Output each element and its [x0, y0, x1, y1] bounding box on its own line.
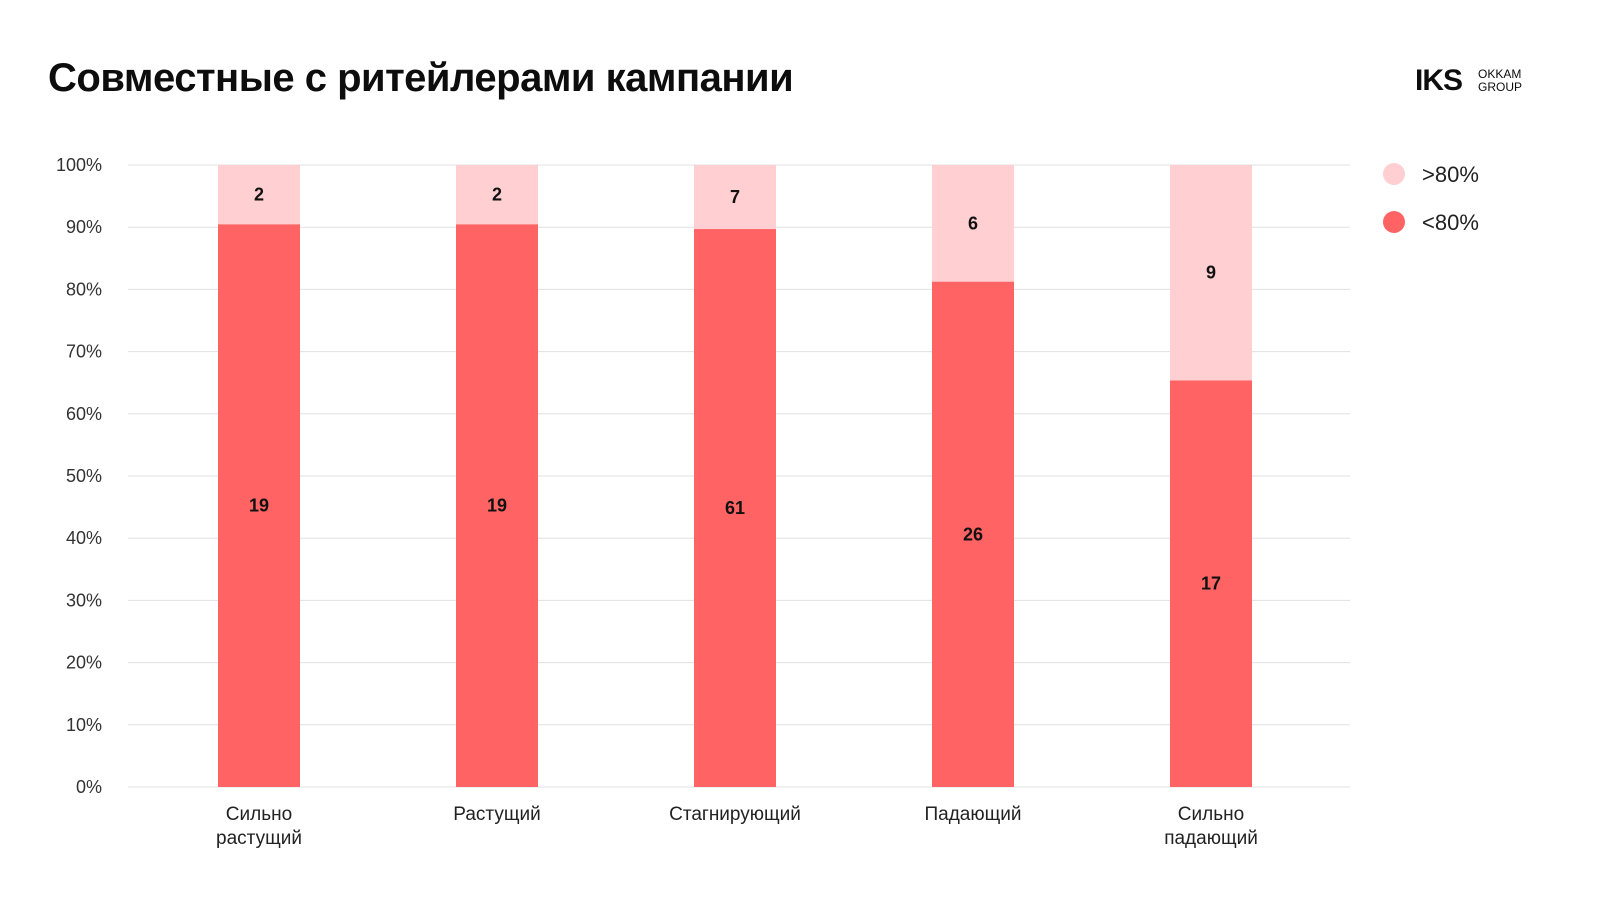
category-label: растущий	[216, 828, 302, 849]
bar-segment-below-80	[456, 224, 538, 787]
y-axis-ticks: 0% 10% 20% 30% 40% 50% 60% 70% 80% 90% 100%	[56, 155, 102, 797]
y-tick-label: 50%	[66, 466, 102, 486]
bar-segment-below-80	[932, 281, 1014, 787]
data-label-above-80: 6	[968, 213, 978, 233]
legend-swatch	[1383, 211, 1405, 233]
data-label-below-80: 61	[725, 498, 745, 518]
bar-segment-below-80	[694, 229, 776, 787]
y-tick-label: 40%	[66, 528, 102, 548]
bar-segment-above-80	[932, 165, 1014, 282]
y-tick-label: 10%	[66, 715, 102, 735]
data-label-below-80: 19	[487, 496, 507, 516]
data-label-above-80: 9	[1206, 263, 1216, 283]
y-tick-label: 60%	[66, 404, 102, 424]
category-labels: Сильно растущий Растущий Стагнирующий Падающ…	[216, 804, 1258, 849]
bar-segment-below-80	[218, 224, 300, 787]
bars	[218, 165, 1252, 787]
bar-segment-above-80	[218, 165, 300, 225]
data-label-below-80: 19	[249, 496, 269, 516]
y-tick-label: 100%	[56, 155, 102, 175]
y-tick-label: 30%	[66, 590, 102, 610]
logo-line-1: OKKAM	[1478, 67, 1522, 81]
page-title: Совместные с ритейлерами кампании	[48, 56, 794, 100]
category-label: Растущий	[453, 804, 540, 825]
category-label: Сильно	[226, 804, 292, 825]
y-tick-label: 90%	[66, 217, 102, 237]
logo-mark: IKS	[1415, 64, 1463, 97]
logo-subtitle: OKKAM GROUP	[1478, 68, 1522, 94]
legend-label: >80%	[1422, 162, 1479, 187]
legend-swatch	[1383, 163, 1405, 185]
y-tick-label: 80%	[66, 279, 102, 299]
data-label-below-80: 26	[963, 524, 983, 544]
category-label: падающий	[1164, 828, 1258, 849]
category-label: Падающий	[925, 804, 1022, 825]
bar-segment-above-80	[1170, 165, 1252, 381]
bar-segment-below-80	[1170, 380, 1252, 787]
bar-segment-above-80	[456, 165, 538, 225]
data-label-above-80: 2	[254, 185, 264, 205]
data-label-above-80: 7	[730, 187, 740, 207]
iks-okkam-logo: IKS OKKAM GROUP	[1415, 66, 1522, 96]
y-tick-label: 0%	[76, 777, 102, 797]
legend-label: <80%	[1422, 210, 1479, 235]
bar-segment-above-80	[694, 165, 776, 230]
data-label-below-80: 17	[1201, 574, 1221, 594]
y-tick-label: 20%	[66, 653, 102, 673]
data-label-above-80: 2	[492, 185, 502, 205]
logo-line-2: GROUP	[1478, 80, 1523, 94]
y-tick-label: 70%	[66, 342, 102, 362]
legend: >80% <80%	[1383, 162, 1479, 235]
category-label: Сильно	[1178, 804, 1244, 825]
category-label: Стагнирующий	[669, 804, 801, 825]
